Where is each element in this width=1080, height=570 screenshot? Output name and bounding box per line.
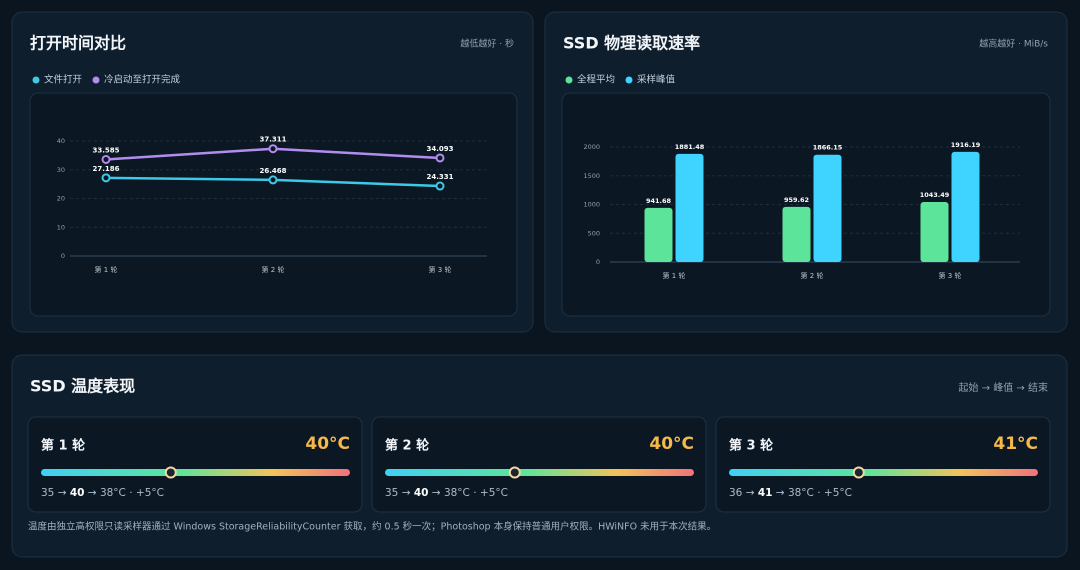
temp-card: [715, 416, 1051, 513]
legend-swatch: [92, 76, 100, 84]
temp-detail-part: → 38°C · +5°C: [84, 487, 164, 499]
temp-card: [27, 416, 363, 513]
data-label: 959.62: [784, 196, 809, 204]
peak-temp: 40°C: [305, 434, 350, 454]
temp-card: [371, 416, 707, 513]
chart-title: SSD 物理读取速率: [563, 34, 700, 53]
temp-detail-part: → 38°C · +5°C: [772, 487, 852, 499]
y-tick-label: 0: [61, 252, 65, 260]
legend-swatch: [625, 76, 633, 84]
chart-title: 打开时间对比: [30, 34, 126, 53]
data-label: 34.093: [426, 145, 453, 153]
data-label: 33.585: [92, 146, 119, 154]
data-label: 27.186: [92, 165, 119, 173]
legend-label: 文件打开: [44, 74, 83, 86]
temp-detail: 35 → 40 → 38°C · +5°C: [385, 487, 508, 499]
y-tick-label: 1500: [583, 172, 600, 180]
y-tick-label: 30: [57, 166, 65, 174]
temp-detail-part: 35 →: [385, 487, 414, 499]
chart-subtitle: 越低越好 · 秒: [460, 38, 514, 50]
temp-detail-part: 40: [70, 487, 85, 499]
y-tick-label: 1000: [583, 201, 600, 209]
data-label: 941.68: [646, 197, 672, 205]
x-tick-label: 第 3 轮: [429, 265, 452, 274]
x-tick-label: 第 1 轮: [95, 265, 118, 274]
bar: [920, 201, 949, 262]
y-tick-label: 20: [57, 195, 65, 203]
x-tick-label: 第 3 轮: [939, 271, 962, 280]
round-label: 第 1 轮: [41, 438, 85, 454]
temp-marker: [852, 466, 865, 479]
point: [101, 154, 111, 164]
legend-label: 全程平均: [577, 74, 615, 86]
x-tick-label: 第 2 轮: [801, 271, 824, 280]
round-label: 第 3 轮: [729, 438, 773, 454]
round-label: 第 2 轮: [385, 438, 429, 454]
point: [435, 153, 445, 163]
bar: [675, 153, 704, 262]
chart-subtitle: 越高越好 · MiB/s: [979, 38, 1048, 50]
x-tick-label: 第 2 轮: [262, 265, 285, 274]
temp-bar: [385, 469, 694, 476]
section-subtitle: 起始 → 峰值 → 结束: [959, 381, 1048, 394]
temp-marker: [164, 466, 177, 479]
bar: [644, 207, 673, 262]
y-tick-label: 500: [588, 229, 600, 237]
y-tick-label: 10: [57, 223, 65, 231]
temp-detail-part: 41: [758, 487, 773, 499]
temp-detail-part: 36 →: [729, 487, 758, 499]
data-label: 1866.15: [813, 144, 843, 152]
data-label: 1043.49: [920, 191, 950, 199]
legend-label: 冷启动至打开完成: [104, 74, 181, 86]
plot-box: [29, 92, 518, 317]
data-label: 26.468: [259, 167, 286, 175]
temp-marker: [508, 466, 521, 479]
temp-detail: 35 → 40 → 38°C · +5°C: [41, 487, 164, 499]
point: [268, 175, 278, 185]
bar: [951, 151, 980, 262]
data-label: 37.311: [259, 136, 286, 144]
peak-temp: 40°C: [649, 434, 694, 454]
legend-swatch: [565, 76, 573, 84]
y-tick-label: 2000: [583, 143, 600, 151]
temp-detail: 36 → 41 → 38°C · +5°C: [729, 487, 852, 499]
data-label: 1916.19: [951, 141, 981, 149]
temp-bar: [41, 469, 350, 476]
bar: [813, 154, 842, 262]
legend-label: 采样峰值: [637, 74, 676, 86]
temp-detail-part: 35 →: [41, 487, 70, 499]
data-label: 1881.48: [675, 143, 705, 151]
legend-swatch: [32, 76, 40, 84]
section-title: SSD 温度表现: [30, 377, 135, 396]
point: [435, 181, 445, 191]
y-tick-label: 0: [596, 258, 600, 266]
footnote: 温度由独立高权限只读采样器通过 Windows StorageReliabili…: [28, 521, 716, 533]
temp-detail-part: → 38°C · +5°C: [428, 487, 508, 499]
point: [268, 144, 278, 154]
point: [101, 173, 111, 183]
y-tick-label: 40: [57, 137, 65, 145]
temp-detail-part: 40: [414, 487, 429, 499]
bar: [782, 206, 811, 262]
peak-temp: 41°C: [993, 434, 1038, 454]
temp-bar: [729, 469, 1038, 476]
data-label: 24.331: [426, 173, 453, 181]
x-tick-label: 第 1 轮: [663, 271, 686, 280]
